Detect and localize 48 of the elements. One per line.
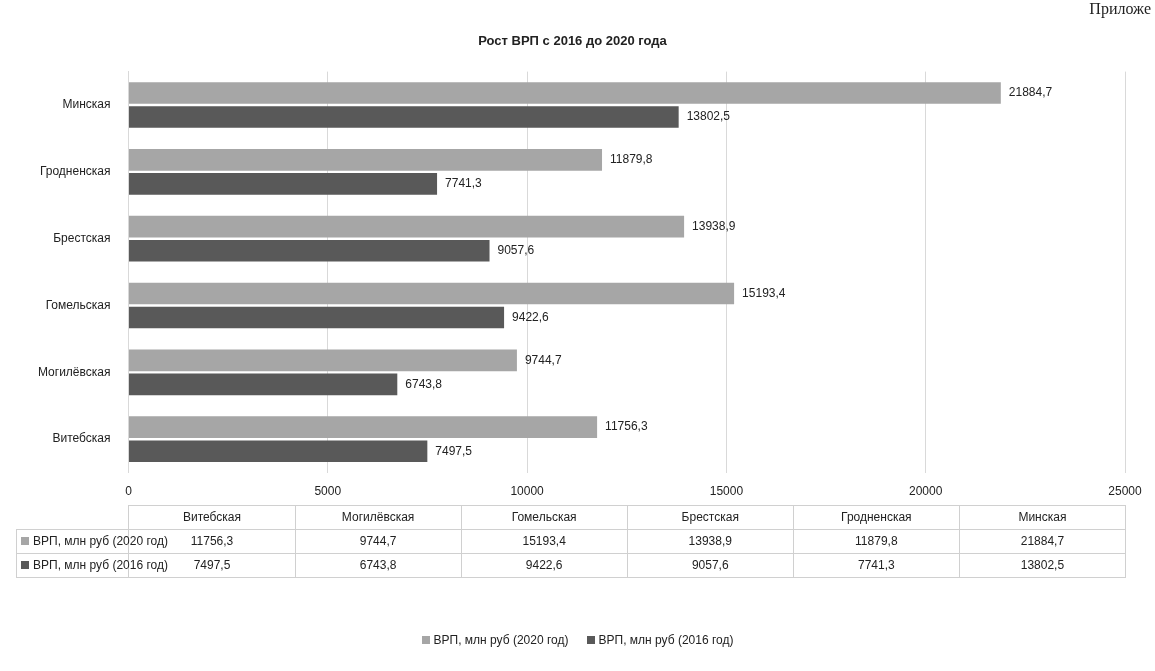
text: 9422,6 [525,558,563,573]
text: 9744,7 [359,534,397,549]
y-tick-label: Брестская [53,231,111,245]
x-tick-label: 15000 [709,484,744,499]
data-label: 9422,6 [512,309,550,324]
x-tick-label: 10000 [510,484,545,499]
y-tick-label: Могилёвская [37,364,111,379]
category-label: Гродненская [841,510,912,525]
text: ВРП, млн руб (2016 год) [598,633,734,647]
x-tick-label: 25000 [1108,484,1143,499]
x-tick-label: 20000 [909,484,943,499]
y-tick-label: Гомельская [45,297,111,312]
text: 15193,4 [522,534,566,549]
text: 11879,8 [855,534,898,549]
data-label: 11756,3 [605,419,648,434]
data-label: 9057,6 [497,243,535,258]
category-label: Могилёвская [341,510,415,525]
data-label: 13802,5 [686,109,731,124]
category-label: Минская [1018,510,1067,525]
data-label: 21884,7 [1008,85,1053,100]
chart-title: Рост ВРП с 2016 до 2020 года [478,33,668,49]
legend-label: ВРП, млн руб (2020 год) [32,533,168,551]
data-label: 15193,4 [742,285,786,300]
text: 13802,5 [1020,558,1065,573]
x-tick-label: 0 [125,484,133,499]
data-label: 13938,9 [692,218,736,233]
data-label: 6743,8 [405,376,443,391]
y-tick-label: Гродненская [39,164,111,179]
category-label: Витебская [183,510,242,525]
y-tick-label: Витебская [52,431,111,446]
x-tick-label: 5000 [314,484,342,499]
legend-label: ВРП, млн руб (2016 год) [32,557,168,575]
text: 7497,5 [193,558,231,573]
category-label: Брестская [681,510,739,525]
text: 9057,6 [691,558,729,573]
data-label: 7741,3 [445,176,483,191]
text: 7741,3 [857,558,895,573]
text: 6743,8 [359,558,397,573]
data-label: 9744,7 [524,352,562,367]
text: Приложе [1089,0,1151,19]
category-label: Гомельская [511,510,577,525]
data-label: 11879,8 [610,152,653,167]
text: 11756,3 [190,534,234,549]
y-tick-label: Минская [62,97,111,112]
text: ВРП, млн руб (2020 год) [433,633,569,647]
data-label: 7497,5 [435,443,473,458]
text: 13938,9 [688,534,732,549]
text: 21884,7 [1020,534,1065,549]
